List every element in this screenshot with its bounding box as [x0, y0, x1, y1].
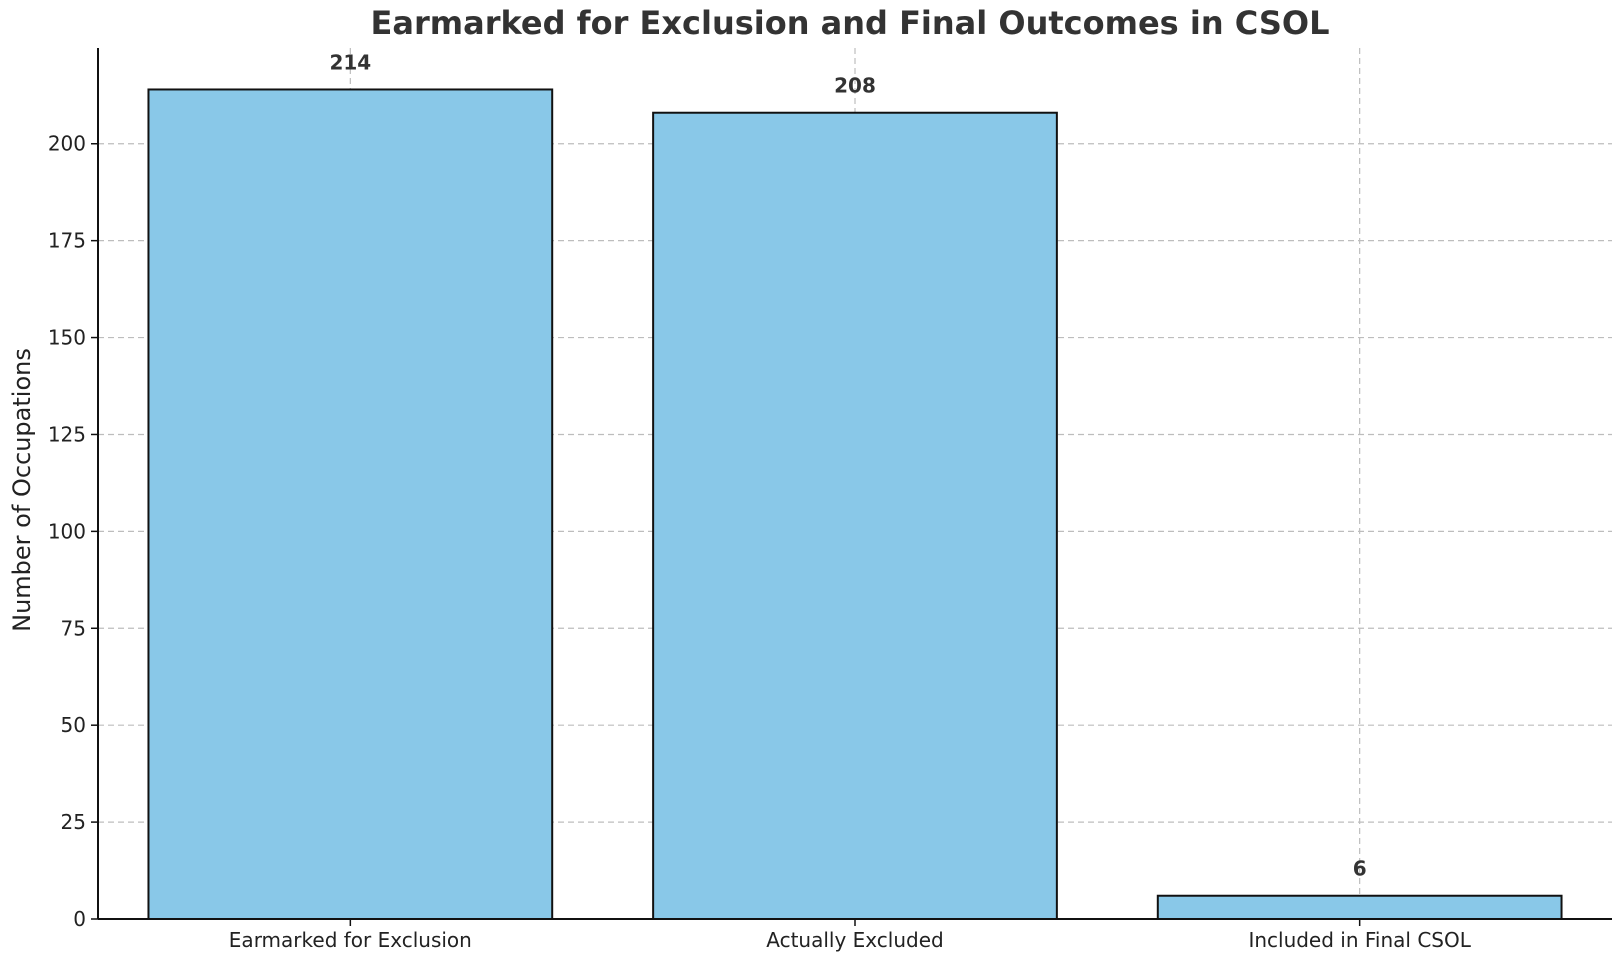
labels-layer: 0 25 50 75 100 125 150 175 200 214 Earmarked for E… — [48, 50, 1472, 952]
y-axis-label: Number of Occupations — [8, 348, 36, 632]
y-tick-label: 50 — [61, 713, 86, 737]
x-tick-label: Included in Final CSOL — [1248, 928, 1471, 952]
x-tick-label: Actually Excluded — [766, 928, 943, 952]
x-tick-label: Earmarked for Exclusion — [229, 928, 472, 952]
bar — [652, 111, 1058, 920]
bar — [1156, 894, 1563, 920]
y-tick-label: 150 — [48, 326, 86, 350]
y-tick-label: 0 — [73, 907, 86, 931]
y-tick-label: 200 — [48, 132, 86, 156]
chart-title: Earmarked for Exclusion and Final Outcom… — [371, 4, 1330, 42]
bar-value-label: 6 — [1353, 857, 1367, 881]
bar-value-label: 208 — [834, 74, 876, 98]
y-tick-label: 100 — [48, 519, 86, 543]
bars-layer — [147, 88, 1563, 920]
y-tick-label: 125 — [48, 422, 86, 446]
y-tick-label: 75 — [61, 616, 86, 640]
bar-value-label: 214 — [329, 50, 371, 74]
y-tick-label: 175 — [48, 229, 86, 253]
bar — [147, 88, 554, 920]
y-tick-label: 25 — [61, 810, 86, 834]
axes-layer — [91, 48, 1612, 926]
